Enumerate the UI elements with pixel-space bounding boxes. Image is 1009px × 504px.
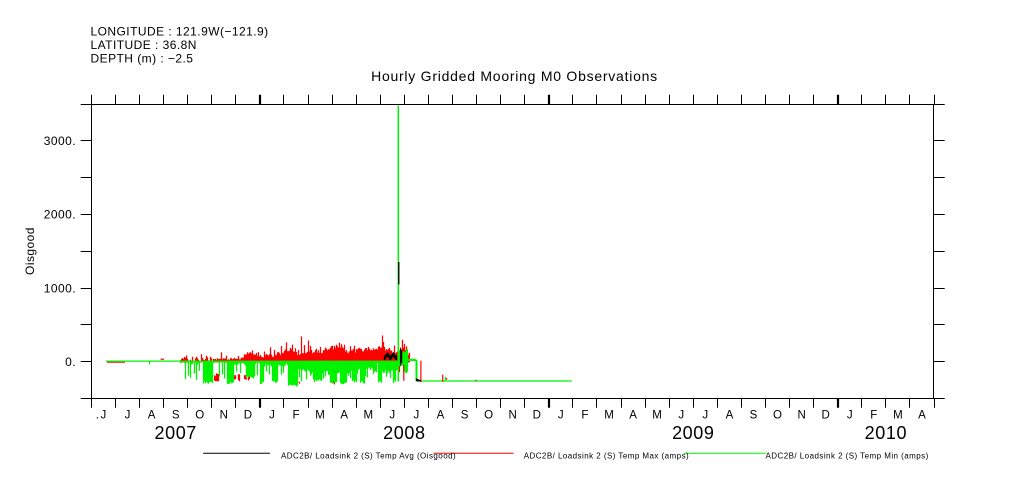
svg-text:J: J [678,409,684,421]
svg-text:F: F [581,409,588,421]
svg-text:2007: 2007 [154,423,196,443]
svg-text:O: O [484,409,493,421]
svg-text:J: J [125,409,131,421]
svg-text:A: A [148,409,156,421]
svg-text:M: M [315,409,325,421]
svg-text:M: M [604,409,614,421]
svg-text:J: J [847,409,853,421]
svg-text:LONGITUDE : 121.9W(−121.9): LONGITUDE : 121.9W(−121.9) [91,24,269,38]
svg-text:D: D [533,409,541,421]
svg-text:N: N [797,409,805,421]
svg-text:2000.: 2000. [44,208,76,222]
svg-text:A: A [918,409,926,421]
svg-text:M: M [893,409,903,421]
svg-text:F: F [292,409,299,421]
svg-text:ADC2B/ Loadsink 2 (S) Temp Min: ADC2B/ Loadsink 2 (S) Temp Min (amps) [766,451,929,460]
svg-text:O: O [773,409,782,421]
svg-text:3000.: 3000. [44,134,76,148]
svg-text:ADC2B/ Loadsink 2 (S) Temp Avg: ADC2B/ Loadsink 2 (S) Temp Avg (Oisgood) [281,451,456,460]
svg-text:J: J [702,409,708,421]
svg-text:2009: 2009 [672,423,714,443]
svg-text:2010: 2010 [865,423,907,443]
svg-text:S: S [172,409,180,421]
svg-text:A: A [629,409,637,421]
svg-text:O: O [195,409,204,421]
svg-text:S: S [750,409,758,421]
svg-text:0.: 0. [65,355,76,369]
svg-text:J: J [558,409,564,421]
svg-text:LATITUDE : 36.8N: LATITUDE : 36.8N [91,38,197,52]
svg-text:A: A [726,409,734,421]
svg-text:D: D [244,409,252,421]
svg-text:A: A [437,409,445,421]
svg-text:J: J [101,409,107,421]
svg-text:Oisgood: Oisgood [23,227,37,275]
svg-text:F: F [870,409,877,421]
svg-text:A: A [340,409,348,421]
svg-text:1000.: 1000. [44,281,76,295]
svg-text:ADC2B/ Loadsink 2 (S) Temp Max: ADC2B/ Loadsink 2 (S) Temp Max (amps) [524,451,689,460]
svg-text:D: D [822,409,830,421]
svg-text:2008: 2008 [383,423,425,443]
svg-text:S: S [461,409,469,421]
svg-text:Hourly Gridded Mooring M0 Obse: Hourly Gridded Mooring M0 Observations [371,68,658,84]
svg-text:J: J [414,409,420,421]
svg-text:M: M [364,409,374,421]
svg-text:J: J [389,409,395,421]
svg-text:N: N [220,409,228,421]
svg-text:.: . [96,409,99,421]
svg-text:DEPTH (m) : −2.5: DEPTH (m) : −2.5 [91,51,194,65]
svg-text:N: N [509,409,517,421]
svg-text:J: J [269,409,275,421]
svg-text:M: M [652,409,662,421]
